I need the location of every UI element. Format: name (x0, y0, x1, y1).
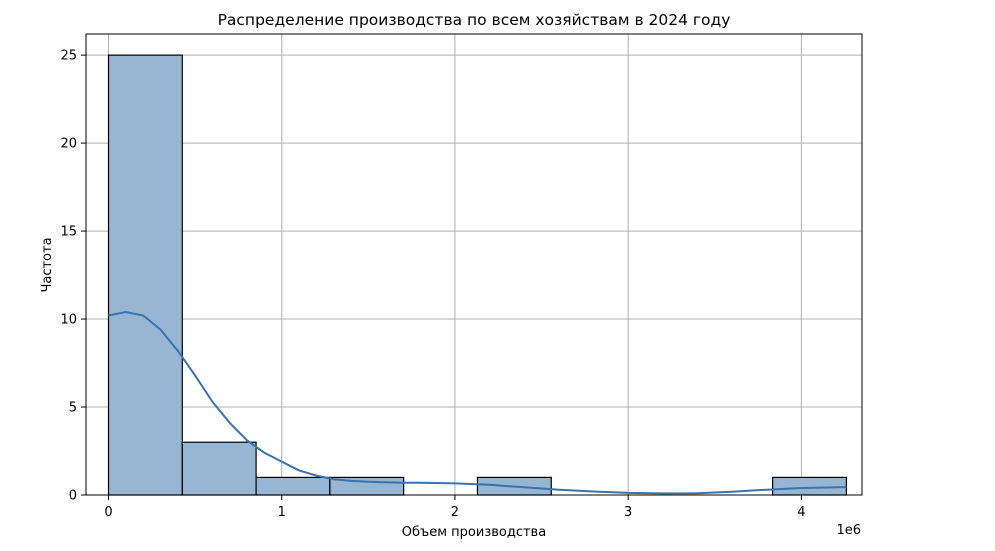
y-tick-label-4: 20 (60, 137, 77, 152)
y-axis-label: Частота (40, 237, 55, 292)
x-axis-ticks: 0 1 2 3 4 (104, 495, 806, 520)
histogram-bar-0 (107, 54, 183, 496)
plot-frame (85, 33, 863, 496)
chart-title: Распределение производства по всем хозяй… (218, 11, 731, 29)
kde-curve (108, 310, 847, 495)
y-tick-label-2: 10 (60, 313, 77, 328)
histogram-bar-1 (181, 441, 257, 496)
x-axis-label: Объем производства (402, 525, 546, 540)
x-axis-offset-label: 1e6 (836, 523, 861, 538)
y-axis-ticks: 0 5 10 15 20 25 (60, 49, 86, 504)
y-tick-label-1: 5 (69, 401, 77, 416)
histogram-bar-9 (772, 476, 848, 496)
x-tick-label-1: 1 (278, 505, 286, 520)
y-tick-label-5: 25 (60, 49, 77, 64)
grid-lines (86, 34, 862, 496)
x-tick-label-3: 3 (624, 505, 632, 520)
histogram-bar-2 (255, 476, 331, 496)
x-tick-label-0: 0 (104, 505, 112, 520)
x-tick-label-2: 2 (451, 505, 459, 520)
y-tick-label-0: 0 (69, 489, 77, 504)
y-tick-label-3: 15 (60, 225, 77, 240)
x-tick-label-4: 4 (797, 505, 805, 520)
